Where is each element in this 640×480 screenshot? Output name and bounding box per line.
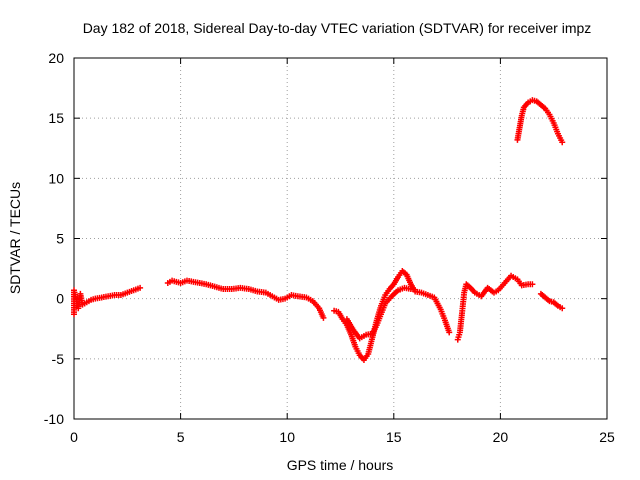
x-tick-label: 10 xyxy=(279,429,295,445)
y-tick-label: 15 xyxy=(48,110,64,126)
y-tick-label: 10 xyxy=(48,170,64,186)
data-point xyxy=(559,305,566,312)
data-point xyxy=(407,286,414,293)
data-point xyxy=(529,281,536,288)
data-point xyxy=(446,329,453,336)
plot-frame xyxy=(73,57,608,420)
y-tick-label: -5 xyxy=(52,351,65,367)
data-point xyxy=(320,314,327,321)
x-tick-label: 25 xyxy=(599,429,615,445)
y-tick-label: -10 xyxy=(44,411,64,427)
data-points xyxy=(71,97,566,364)
data-point xyxy=(137,284,144,291)
y-tick-label: 5 xyxy=(56,231,64,247)
axis-ticks: 0 5 10 15 20 25 -10 -5 0 5 10 15 20 xyxy=(44,50,615,445)
grid xyxy=(74,58,607,419)
y-tick-label: 0 xyxy=(56,291,64,307)
x-tick-label: 20 xyxy=(493,429,509,445)
chart-title: Day 182 of 2018, Sidereal Day-to-day VTE… xyxy=(83,20,592,36)
y-axis-label: SDTVAR / TECUs xyxy=(7,182,23,294)
x-tick-label: 0 xyxy=(70,429,78,445)
x-tick-label: 5 xyxy=(177,429,185,445)
x-tick-label: 15 xyxy=(386,429,402,445)
x-axis-label: GPS time / hours xyxy=(287,457,394,473)
y-tick-label: 20 xyxy=(48,50,64,66)
data-point xyxy=(559,139,566,146)
